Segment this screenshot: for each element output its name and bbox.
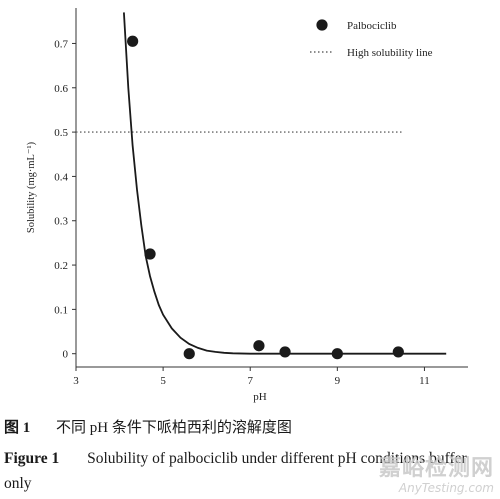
- x-tick-label: 3: [73, 375, 79, 387]
- x-tick-label: 7: [247, 375, 253, 387]
- x-tick-label: 5: [160, 375, 166, 387]
- caption-cn-text: 不同 pH 条件下哌柏西利的溶解度图: [56, 420, 292, 436]
- caption-en-text: Solubility of palbociclib under differen…: [4, 450, 467, 492]
- y-tick-label: 0.3: [54, 216, 68, 228]
- data-point: [183, 348, 195, 360]
- fitted-curve-layer: [123, 12, 447, 355]
- data-point: [331, 348, 343, 360]
- watermark-en: AnyTesting.com: [398, 481, 494, 495]
- legend-label-high-solubility: High solubility line: [347, 47, 433, 59]
- legend-marker-palbociclib: [316, 19, 328, 31]
- y-tick-label: 0.6: [54, 83, 68, 95]
- y-tick-label: 0.4: [54, 171, 68, 183]
- fitted-curve: [123, 12, 447, 355]
- y-tick-label: 0.5: [54, 127, 68, 139]
- caption-en-label: Figure 1: [4, 450, 60, 467]
- data-points-layer: [127, 35, 404, 360]
- data-point: [279, 346, 291, 358]
- x-axis-label: pH: [253, 391, 267, 403]
- watermark-logo: 嘉峪检测网 AnyTesting.com: [378, 456, 494, 496]
- x-tick-label: 9: [335, 375, 341, 387]
- data-point: [392, 346, 404, 358]
- data-point: [127, 35, 139, 47]
- legend: Palbociclib High solubility line: [310, 19, 433, 59]
- data-point: [253, 340, 265, 352]
- y-tick-label: 0: [63, 349, 69, 361]
- y-tick-label: 0.7: [54, 38, 68, 50]
- x-tick-label: 11: [419, 375, 430, 387]
- y-tick-label: 0.2: [54, 260, 68, 272]
- caption-english: Figure 1 Solubility of palbociclib under…: [4, 446, 496, 496]
- y-tick-label: 0.1: [54, 304, 68, 316]
- solubility-chart: 0 0.1 0.2 0.3 0.4 0.5 0.6 0.7 3 5 7 9 11 pH Solubility…: [26, 8, 468, 403]
- watermark-cn: 嘉峪检测网: [378, 456, 494, 481]
- legend-label-palbociclib: Palbociclib: [347, 20, 397, 32]
- data-point: [144, 248, 156, 260]
- caption-chinese: 图 1 不同 pH 条件下哌柏西利的溶解度图: [4, 418, 496, 438]
- y-axis-label: Solubility (mg·mL⁻¹): [26, 141, 37, 233]
- chart-axes: 0 0.1 0.2 0.3 0.4 0.5 0.6 0.7 3 5 7 9 11 pH Solubility…: [26, 8, 468, 403]
- caption-cn-label: 图 1: [4, 420, 31, 436]
